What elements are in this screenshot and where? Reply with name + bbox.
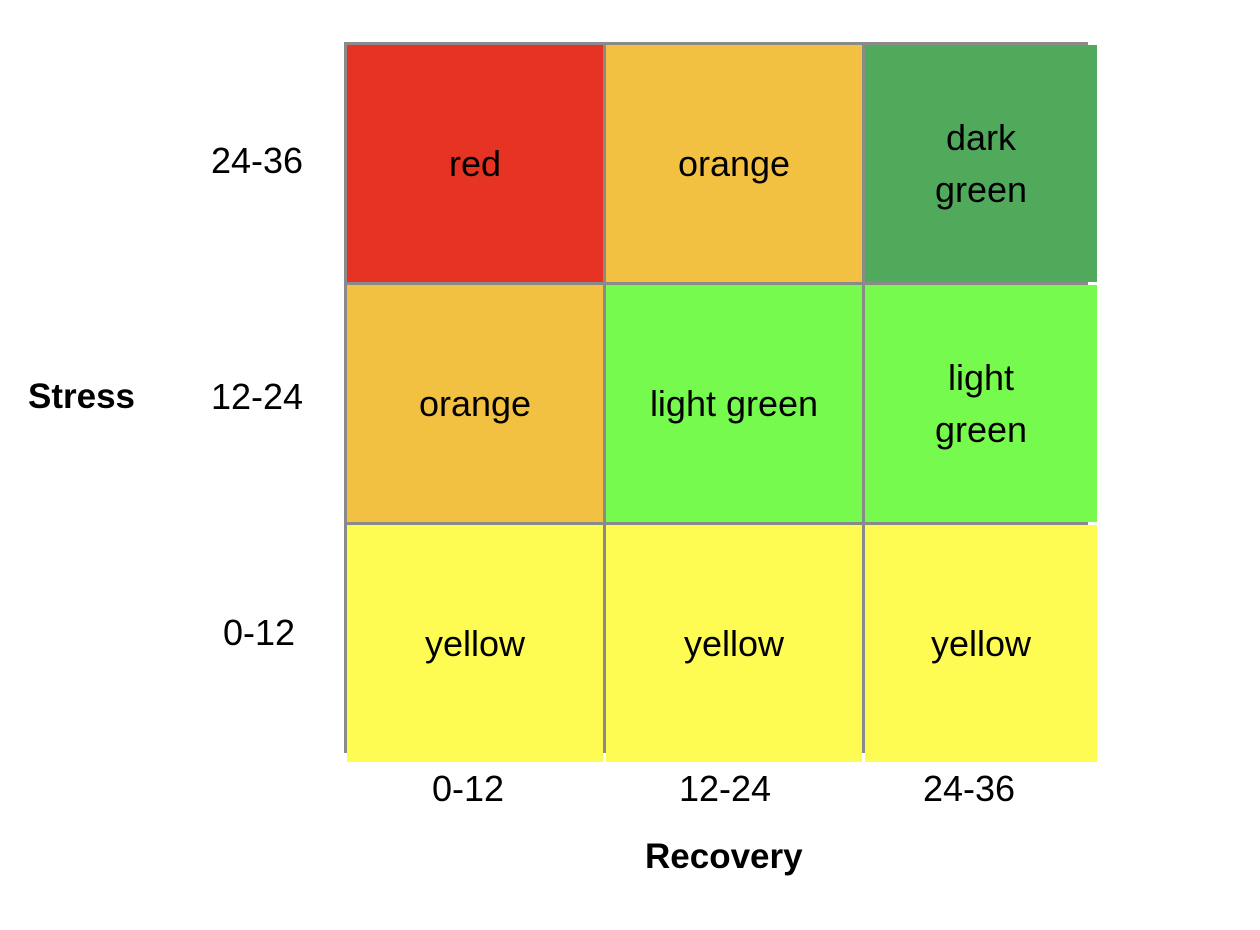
cell-label: dark green bbox=[934, 116, 1028, 210]
matrix-cell: yellow bbox=[347, 525, 603, 762]
x-axis-title: Recovery bbox=[645, 837, 803, 876]
matrix-cell: yellow bbox=[865, 525, 1097, 762]
cell-label: yellow bbox=[424, 622, 526, 664]
cell-label: yellow bbox=[930, 622, 1032, 664]
risk-matrix-grid: red orange dark green orange light green … bbox=[344, 42, 1097, 762]
cell-label: orange bbox=[677, 142, 791, 184]
x-tick-24-36: 24-36 bbox=[922, 768, 1016, 809]
x-tick-12-24: 12-24 bbox=[678, 768, 772, 809]
cell-label: light green bbox=[934, 356, 1028, 450]
cell-label: orange bbox=[418, 382, 532, 424]
matrix-cell: orange bbox=[347, 285, 603, 522]
y-tick-12-24: 12-24 bbox=[210, 376, 304, 417]
matrix-cell: yellow bbox=[606, 525, 862, 762]
cell-label: red bbox=[448, 142, 502, 184]
matrix-cell: light green bbox=[606, 285, 862, 522]
cell-label: yellow bbox=[683, 622, 785, 664]
x-tick-0-12: 0-12 bbox=[431, 768, 505, 809]
matrix-cell: light green bbox=[865, 285, 1097, 522]
y-tick-0-12: 0-12 bbox=[222, 612, 296, 653]
matrix-cell: red bbox=[347, 45, 603, 282]
y-axis-title: Stress bbox=[28, 377, 136, 416]
y-tick-24-36: 24-36 bbox=[210, 140, 304, 181]
cell-label: light green bbox=[649, 382, 819, 424]
matrix-cell: orange bbox=[606, 45, 862, 282]
matrix-cell: dark green bbox=[865, 45, 1097, 282]
